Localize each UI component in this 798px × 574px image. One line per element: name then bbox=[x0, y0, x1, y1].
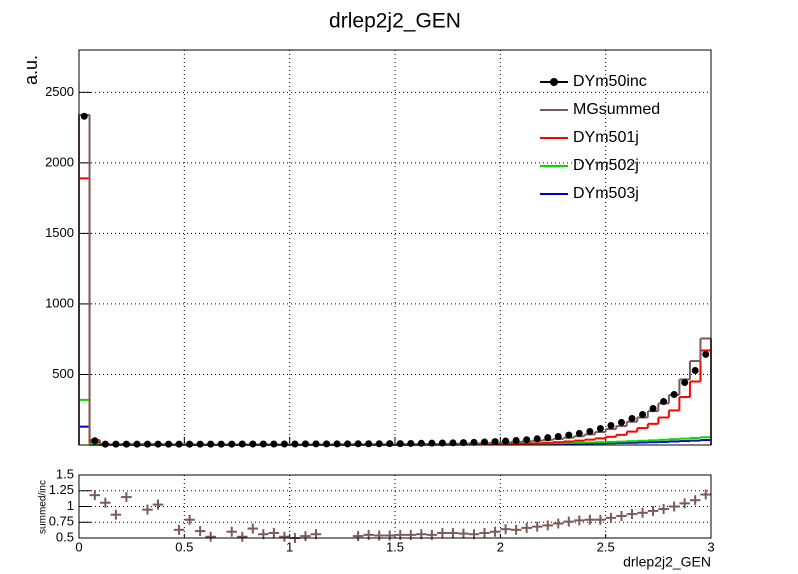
plot-frame bbox=[78, 49, 712, 446]
data-point bbox=[301, 440, 309, 448]
data-point bbox=[312, 440, 320, 448]
y-tick-label: 500 bbox=[52, 366, 74, 381]
legend-label: MGsummed bbox=[573, 101, 660, 118]
y-axis-label: a.u. bbox=[21, 55, 41, 85]
y-axis-label: summed/inc bbox=[38, 480, 49, 534]
data-point bbox=[670, 390, 678, 398]
y-tick-label: 1.25 bbox=[49, 482, 74, 497]
data-point bbox=[586, 427, 594, 435]
data-point bbox=[154, 440, 162, 448]
data-point bbox=[354, 440, 362, 448]
data-point bbox=[80, 112, 88, 120]
data-point bbox=[365, 440, 373, 448]
data-point bbox=[333, 440, 341, 448]
data-point bbox=[491, 438, 499, 446]
data-point bbox=[196, 440, 204, 448]
data-point bbox=[238, 440, 246, 448]
data-point bbox=[544, 434, 552, 442]
data-point bbox=[512, 436, 520, 444]
y-tick-label: 2500 bbox=[45, 84, 74, 99]
data-point bbox=[101, 440, 109, 448]
data-point bbox=[554, 433, 562, 441]
x-tick-label: 2 bbox=[497, 539, 504, 554]
x-tick-label: 3 bbox=[707, 539, 714, 554]
data-point bbox=[639, 411, 647, 419]
y-tick-label: 1000 bbox=[45, 295, 74, 310]
y-tick-label: 2000 bbox=[45, 154, 74, 169]
x-tick-label: 0 bbox=[75, 539, 82, 554]
data-point bbox=[396, 440, 404, 448]
data-point bbox=[660, 398, 668, 406]
data-point bbox=[702, 350, 710, 358]
data-point bbox=[133, 440, 141, 448]
data-point bbox=[165, 440, 173, 448]
data-point bbox=[207, 440, 215, 448]
data-point bbox=[186, 440, 194, 448]
data-point bbox=[575, 429, 583, 437]
y-tick-label: 1.5 bbox=[56, 466, 74, 481]
legend-label: DYm503j bbox=[573, 185, 639, 202]
data-point bbox=[617, 418, 625, 426]
data-point bbox=[323, 440, 331, 448]
data-point bbox=[470, 438, 478, 446]
data-point bbox=[628, 414, 636, 422]
data-point bbox=[291, 440, 299, 448]
y-tick-label: 0.5 bbox=[56, 529, 74, 544]
x-tick-label: 2.5 bbox=[597, 539, 615, 554]
data-point bbox=[217, 440, 225, 448]
legend-marker bbox=[550, 78, 558, 86]
data-point bbox=[259, 440, 267, 448]
data-point bbox=[386, 440, 394, 448]
data-point bbox=[344, 440, 352, 448]
data-point bbox=[249, 440, 257, 448]
data-point bbox=[502, 437, 510, 445]
data-point bbox=[91, 437, 99, 445]
x-axis-label: drlep2j2_GEN bbox=[623, 554, 711, 570]
data-point bbox=[533, 435, 541, 443]
data-point bbox=[596, 424, 604, 432]
data-point bbox=[681, 379, 689, 387]
data-point bbox=[649, 404, 657, 412]
x-tick-label: 1.5 bbox=[386, 539, 404, 554]
data-point bbox=[459, 439, 467, 447]
data-point bbox=[481, 438, 489, 446]
data-point bbox=[417, 439, 425, 447]
legend-label: DYm501j bbox=[573, 129, 639, 146]
data-point bbox=[375, 440, 383, 448]
y-tick-label: 1500 bbox=[45, 225, 74, 240]
x-tick-label: 1 bbox=[286, 539, 293, 554]
data-point bbox=[691, 367, 699, 375]
plot-frame bbox=[78, 474, 712, 539]
chart-title: drlep2j2_GEN bbox=[329, 10, 461, 33]
data-point bbox=[122, 440, 130, 448]
data-point bbox=[428, 439, 436, 447]
data-point bbox=[565, 431, 573, 439]
data-point bbox=[228, 440, 236, 448]
x-tick-label: 0.5 bbox=[175, 539, 193, 554]
legend-label: DYm502j bbox=[573, 157, 639, 174]
y-tick-label: 0.75 bbox=[49, 514, 74, 529]
data-point bbox=[112, 440, 120, 448]
data-point bbox=[607, 422, 615, 430]
data-point bbox=[407, 439, 415, 447]
data-point bbox=[280, 440, 288, 448]
data-point bbox=[270, 440, 278, 448]
legend-label: DYm50inc bbox=[573, 73, 647, 90]
data-point bbox=[143, 440, 151, 448]
data-point bbox=[175, 440, 183, 448]
y-tick-label: 1 bbox=[67, 498, 74, 513]
data-point bbox=[523, 436, 531, 444]
